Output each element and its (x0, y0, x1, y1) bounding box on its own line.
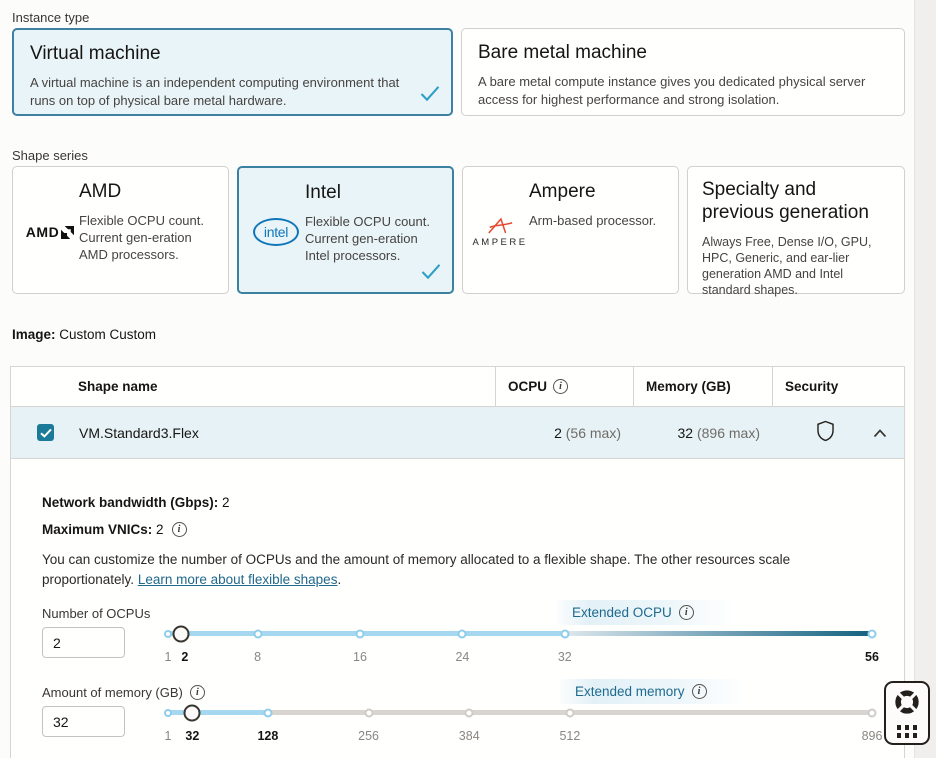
slider-node (253, 629, 263, 639)
memory-amount-input[interactable] (42, 706, 125, 737)
column-header-memory: Memory (GB) (633, 367, 772, 406)
slider-node (263, 708, 273, 718)
tick-label: 32 (557, 650, 572, 664)
tick-label: 24 (455, 650, 470, 664)
info-icon[interactable]: i (678, 605, 694, 620)
card-description: Arm-based processor. (529, 213, 657, 228)
shape-series-label: Shape series (12, 148, 88, 163)
network-bandwidth-line: Network bandwidth (Gbps): 2 (42, 495, 230, 510)
ocpu-slider-extended-track[interactable] (564, 631, 872, 636)
tick-label: 1 (164, 729, 172, 743)
card-shape-ampere[interactable]: AMPERE Ampere Arm-based processor. (462, 166, 679, 294)
tick-label: 1 (164, 650, 172, 664)
card-title: Ampere (529, 181, 596, 202)
slider-node (464, 708, 474, 718)
ocpu-slider-ticks: 1 2 8 16 24 32 56 (164, 650, 879, 664)
tick-label: 2 (181, 650, 189, 664)
card-title: Specialty and previous generation (702, 179, 869, 223)
shape-name-cell: VM.Standard3.Flex (79, 424, 199, 441)
ampere-logo-icon: AMPERE (471, 179, 529, 285)
intel-logo-icon: intel (247, 180, 305, 284)
card-description: Always Free, Dense I/O, GPU, HPC, Generi… (702, 234, 872, 298)
amd-logo-icon: AMD (21, 179, 79, 285)
table-header-row: Shape name OCPU i Memory (GB) Security (11, 367, 904, 407)
card-title: AMD (79, 181, 122, 202)
info-icon[interactable]: i (553, 379, 569, 394)
slider-node (457, 629, 467, 639)
memory-slider-ticks: 1 32 128 256 384 512 896 (164, 729, 883, 743)
slider-node (164, 630, 172, 638)
learn-more-link[interactable]: Learn more about flexible shapes (137, 572, 338, 587)
extended-memory-label: Extended memory i (560, 679, 747, 704)
card-shape-specialty[interactable]: Specialty and previous generation Always… (687, 166, 905, 297)
ocpu-slider[interactable] (164, 624, 877, 644)
table-row-vm-standard3-flex[interactable]: VM.Standard3.Flex 2 (56 max) 32 (896 max… (11, 407, 904, 459)
shield-icon (816, 420, 835, 445)
card-title: Virtual machine (30, 43, 161, 64)
card-description: Flexible OCPU count. Current gen-eration… (305, 214, 430, 263)
tick-label: 896 (861, 729, 883, 743)
tick-label: 32 (185, 729, 200, 743)
image-summary: Image: Custom Custom (12, 327, 156, 342)
max-vnics-line: Maximum VNICs: 2 i (42, 522, 187, 537)
image-value: Custom Custom (59, 327, 157, 342)
right-gutter (914, 0, 936, 758)
tick-label: 56 (865, 650, 879, 664)
ocpu-slider-active-track[interactable] (168, 631, 565, 636)
ocpu-slider-handle[interactable] (172, 625, 190, 643)
info-icon[interactable]: i (691, 684, 707, 699)
wheel-icon (893, 688, 921, 721)
column-header-ocpu: OCPU i (495, 367, 633, 406)
memory-slider[interactable] (164, 703, 877, 723)
ocpu-count-input[interactable] (42, 627, 125, 658)
info-icon[interactable]: i (171, 522, 187, 537)
slider-node (867, 708, 877, 718)
dots-grid-icon (896, 725, 918, 738)
tick-label: 256 (358, 729, 379, 743)
card-description: A virtual machine is an independent comp… (30, 75, 400, 108)
memory-cell: 32 (896 max) (677, 424, 761, 441)
tick-label: 512 (559, 729, 581, 743)
instance-type-label: Instance type (12, 10, 90, 25)
shape-details-panel: Network bandwidth (Gbps): 2 Maximum VNIC… (11, 459, 904, 758)
tick-label: 16 (353, 650, 367, 664)
column-header-security: Security (772, 367, 904, 406)
card-shape-amd[interactable]: AMD AMD Flexible OCPU count. Current gen… (12, 166, 229, 294)
card-description: Flexible OCPU count. Current gen-eration… (79, 213, 204, 262)
slider-node (560, 629, 570, 639)
memory-slider-active-track[interactable] (168, 710, 268, 715)
tick-label: 384 (458, 729, 480, 743)
chevron-up-icon[interactable] (873, 425, 887, 441)
card-description: A bare metal compute instance gives you … (478, 74, 866, 107)
extended-ocpu-label: Extended OCPU i (557, 600, 734, 625)
flexible-shape-description: You can customize the number of OCPUs an… (42, 552, 791, 587)
card-title: Bare metal machine (478, 42, 647, 63)
card-bare-metal-machine[interactable]: Bare metal machine A bare metal compute … (461, 28, 905, 116)
slider-node (364, 708, 374, 718)
shape-table: Shape name OCPU i Memory (GB) Security V… (10, 366, 905, 758)
slider-node (355, 629, 365, 639)
slider-node (565, 708, 575, 718)
memory-amount-label: Amount of memory (GB) i (42, 685, 205, 700)
memory-slider-handle[interactable] (183, 704, 201, 722)
selected-check-icon (420, 85, 440, 107)
tick-label: 128 (257, 729, 279, 743)
image-label: Image: (12, 327, 56, 342)
slider-node (867, 629, 877, 639)
row-checkbox[interactable] (37, 424, 54, 441)
column-header-shape-name: Shape name (78, 379, 158, 394)
assistant-widget-button[interactable] (884, 681, 930, 745)
selected-check-icon (421, 263, 441, 285)
card-virtual-machine[interactable]: Virtual machine A virtual machine is an … (12, 28, 453, 116)
ocpu-cell: 2 (56 max) (554, 424, 621, 441)
info-icon[interactable]: i (189, 685, 205, 700)
slider-node (164, 709, 172, 717)
tick-label: 8 (254, 650, 262, 664)
ocpu-count-label: Number of OCPUs (42, 606, 151, 621)
card-title: Intel (305, 182, 341, 203)
card-shape-intel[interactable]: intel Intel Flexible OCPU count. Current… (237, 166, 454, 294)
